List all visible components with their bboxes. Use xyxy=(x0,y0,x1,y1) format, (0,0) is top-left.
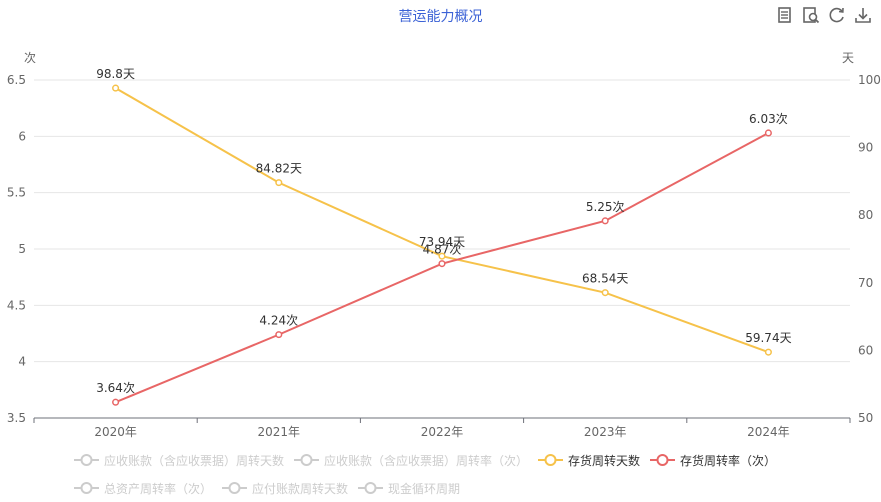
legend-row-2: 总资产周转率（次） 应付账款周转天数 现金循环周期 xyxy=(74,474,834,502)
legend-row-1: 应收账款（含应收票据）周转天数 应收账款（含应收票据）周转率（次） 存货周转天数… xyxy=(74,446,834,474)
data-label: 3.64次 xyxy=(96,381,135,395)
x-tick-label: 2021年 xyxy=(258,425,301,439)
x-tick-label: 2023年 xyxy=(584,425,627,439)
x-tick-label: 2022年 xyxy=(421,425,464,439)
y-right-unit: 天 xyxy=(842,51,854,65)
data-label: 73.94天 xyxy=(419,235,465,249)
x-tick-label: 2024年 xyxy=(747,425,790,439)
y-left-tick-label: 5.5 xyxy=(7,186,26,200)
legend-label: 现金循环周期 xyxy=(388,481,461,496)
legend-marker-icon xyxy=(294,454,320,466)
data-label: 59.74天 xyxy=(745,331,791,345)
legend-item-inventory-turnover[interactable]: 存货周转率（次） xyxy=(650,452,776,469)
y-left-tick-label: 6.5 xyxy=(7,73,26,87)
legend-marker-icon xyxy=(74,454,99,466)
legend-item-ar-days[interactable]: 应收账款（含应收票据）周转天数 xyxy=(74,452,284,469)
y-right-tick-label: 60 xyxy=(858,343,873,357)
legend-marker-icon xyxy=(222,482,248,494)
y-left-tick-label: 4 xyxy=(18,355,26,369)
y-left-tick-label: 5 xyxy=(18,242,26,256)
data-view-icon[interactable] xyxy=(775,5,795,25)
data-point xyxy=(275,179,283,187)
x-tick-label: 2020年 xyxy=(94,425,137,439)
data-point xyxy=(601,289,609,297)
data-labels: 98.8天 84.82天 73.94天 68.54天 59.74天 3.64次 4.24次 4… xyxy=(96,67,791,395)
y-right-tick-label: 50 xyxy=(858,411,873,425)
legend-item-ar-turnover[interactable]: 应收账款（含应收票据）周转率（次） xyxy=(294,452,528,469)
legend-item-ap-days[interactable]: 应付账款周转天数 xyxy=(222,480,348,497)
legend-item-inventory-days[interactable]: 存货周转天数 xyxy=(538,452,640,469)
legend: 应收账款（含应收票据）周转天数 应收账款（含应收票据）周转率（次） 存货周转天数… xyxy=(74,446,834,502)
y-left-tick-label: 3.5 xyxy=(7,411,26,425)
data-label: 4.87次 xyxy=(423,243,462,257)
refresh-icon[interactable] xyxy=(827,5,847,25)
data-point xyxy=(601,217,609,225)
y-right-tick-label: 80 xyxy=(858,208,873,222)
legend-label: 总资产周转率（次） xyxy=(104,481,213,496)
y-left-tick-label: 6 xyxy=(18,129,26,143)
y-left-tick-label: 4.5 xyxy=(7,298,26,312)
legend-label: 存货周转天数 xyxy=(568,453,641,468)
data-point xyxy=(438,252,446,260)
legend-marker-icon xyxy=(650,454,676,466)
legend-item-total-asset-turnover[interactable]: 总资产周转率（次） xyxy=(74,480,212,497)
data-label: 98.8天 xyxy=(96,67,135,81)
y-left-unit: 次 xyxy=(24,51,36,65)
series-line-0 xyxy=(115,87,769,354)
data-label: 68.54天 xyxy=(582,272,628,286)
legend-label: 应收账款（含应收票据）周转率（次） xyxy=(324,453,529,468)
y-right-tick-label: 100 xyxy=(858,73,881,87)
legend-marker-icon xyxy=(74,482,99,494)
legend-marker-icon xyxy=(538,454,564,466)
y-right-tick-label: 70 xyxy=(858,276,873,290)
series-lines xyxy=(112,84,772,406)
chart-toolbar xyxy=(775,5,873,25)
download-icon[interactable] xyxy=(853,5,873,25)
legend-item-cash-cycle[interactable]: 现金循环周期 xyxy=(358,480,460,497)
chart-title: 营运能力概况 xyxy=(398,9,483,25)
axes: 3.5 4 4.5 5 5.5 6 6.5 50 60 70 80 90 100 次 天 2020年 2021年… xyxy=(7,51,881,439)
legend-label: 存货周转率（次） xyxy=(680,453,777,468)
data-point xyxy=(764,129,772,137)
legend-marker-icon xyxy=(358,482,384,494)
data-point xyxy=(112,84,120,92)
data-point xyxy=(764,348,772,356)
legend-label: 应付账款周转天数 xyxy=(252,481,349,496)
data-point xyxy=(438,260,446,268)
y-right-tick-label: 90 xyxy=(858,141,873,155)
data-label: 5.25次 xyxy=(586,200,625,214)
legend-label: 应收账款（含应收票据）周转天数 xyxy=(104,453,285,468)
restore-zoom-icon[interactable] xyxy=(801,5,821,25)
data-point xyxy=(275,331,283,339)
data-label: 4.24次 xyxy=(259,314,298,328)
data-label: 84.82天 xyxy=(256,162,302,176)
data-label: 6.03次 xyxy=(749,112,788,126)
data-point xyxy=(112,398,120,406)
